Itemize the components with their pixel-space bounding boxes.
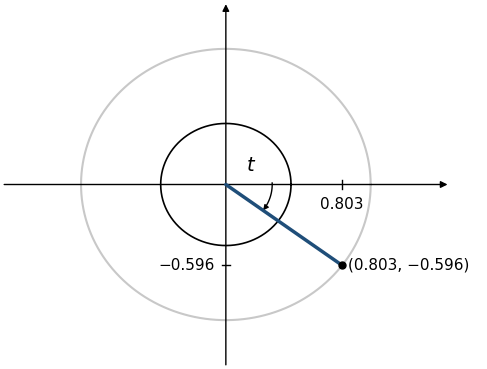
Text: 0.803: 0.803 xyxy=(320,197,364,212)
Text: t: t xyxy=(246,156,254,175)
Text: (0.803, −0.596): (0.803, −0.596) xyxy=(348,258,469,273)
Text: −0.596: −0.596 xyxy=(158,258,214,273)
